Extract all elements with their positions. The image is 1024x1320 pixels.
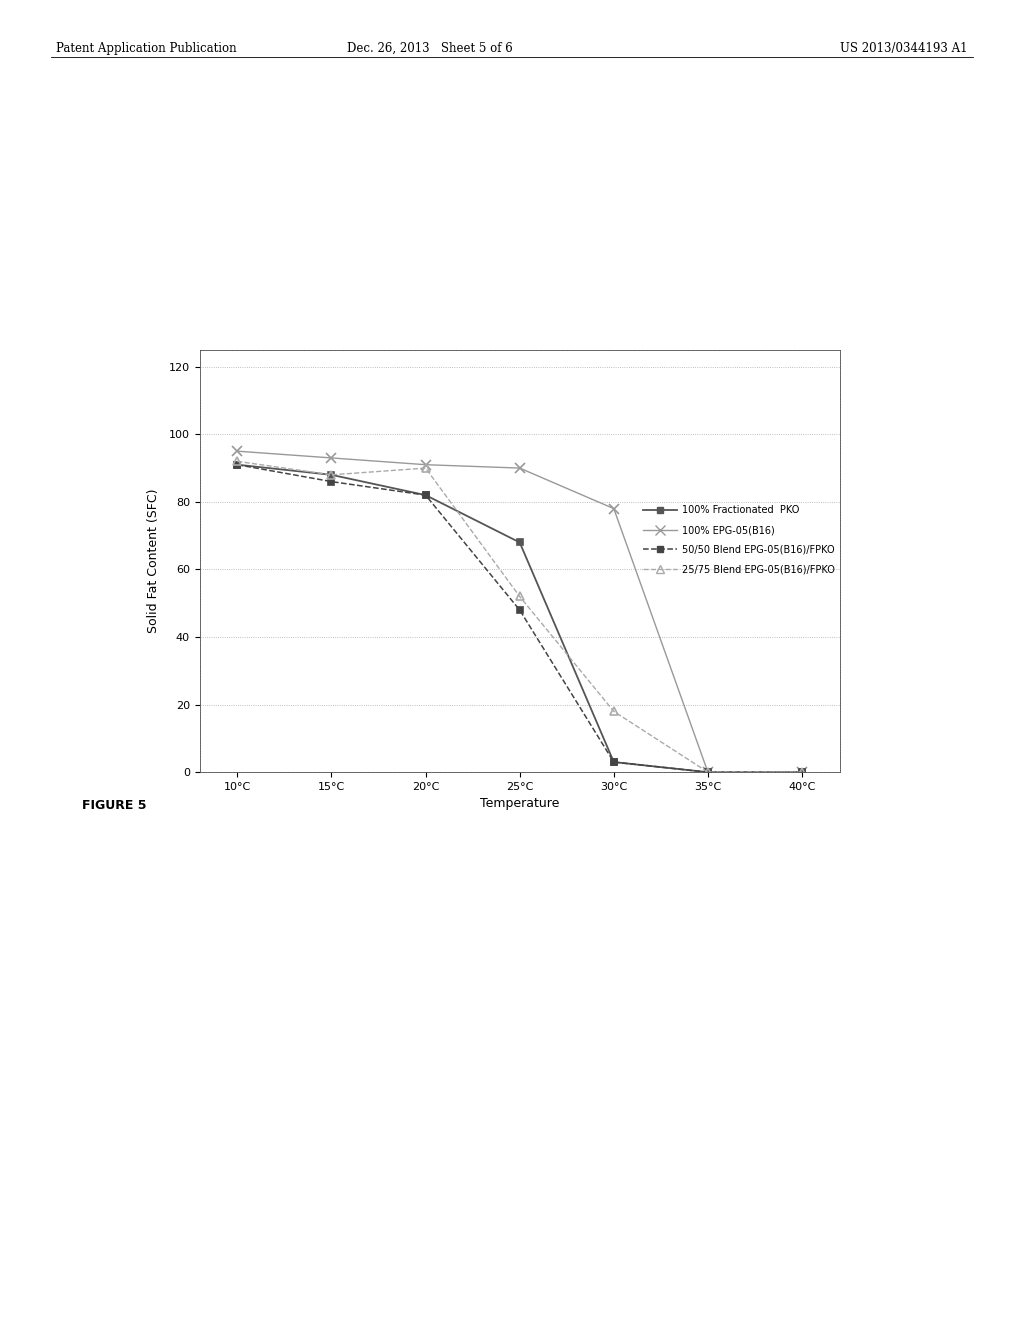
Text: FIGURE 5: FIGURE 5: [82, 799, 146, 812]
Text: Patent Application Publication: Patent Application Publication: [56, 42, 237, 55]
Legend: 100% Fractionated  PKO, 100% EPG-05(B16), 50/50 Blend EPG-05(B16)/FPKO, 25/75 Bl: 100% Fractionated PKO, 100% EPG-05(B16),…: [643, 506, 835, 574]
Text: US 2013/0344193 A1: US 2013/0344193 A1: [840, 42, 968, 55]
Text: Dec. 26, 2013   Sheet 5 of 6: Dec. 26, 2013 Sheet 5 of 6: [347, 42, 513, 55]
Bar: [200, 350, 840, 772]
X-axis label: Temperature: Temperature: [480, 797, 559, 810]
Y-axis label: Solid Fat Content (SFC): Solid Fat Content (SFC): [147, 488, 161, 634]
